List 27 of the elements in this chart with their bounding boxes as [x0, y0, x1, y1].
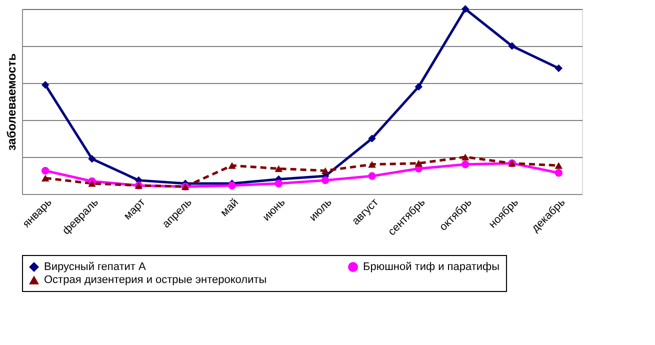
point — [368, 172, 376, 180]
point — [554, 169, 563, 177]
point — [41, 166, 50, 175]
x-tick-label: май — [218, 196, 241, 220]
point — [88, 180, 96, 187]
point — [321, 167, 330, 174]
legend-label: Брюшной тиф и паратифы — [363, 261, 500, 273]
legend-label: Острая дизентерия и острые энтероколиты — [44, 274, 267, 286]
point — [461, 5, 470, 13]
point — [321, 176, 330, 184]
point — [41, 174, 50, 182]
point — [414, 160, 423, 167]
point — [368, 161, 376, 168]
point — [368, 134, 376, 142]
point — [274, 180, 283, 188]
y-axis-title: заболеваемость — [4, 53, 18, 151]
point — [508, 42, 516, 50]
point — [554, 162, 563, 169]
point — [461, 160, 470, 168]
point — [414, 82, 423, 91]
point — [41, 80, 50, 89]
point — [228, 162, 236, 169]
point — [88, 154, 96, 163]
point — [554, 64, 563, 72]
legend-label: Вирусный гепатит А — [44, 261, 147, 273]
point — [274, 165, 283, 172]
point — [461, 154, 470, 160]
